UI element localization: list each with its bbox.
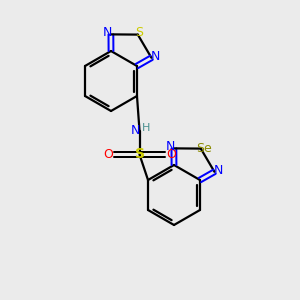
Text: N: N	[131, 124, 141, 137]
Text: N: N	[166, 140, 175, 153]
Text: S: S	[135, 26, 143, 39]
Text: O: O	[166, 148, 176, 161]
Text: S: S	[134, 148, 145, 161]
Text: N: N	[213, 164, 223, 177]
Text: N: N	[103, 26, 112, 39]
Text: H: H	[142, 123, 150, 133]
Text: N: N	[150, 50, 160, 63]
Text: O: O	[103, 148, 113, 161]
Text: Se: Se	[196, 142, 212, 155]
